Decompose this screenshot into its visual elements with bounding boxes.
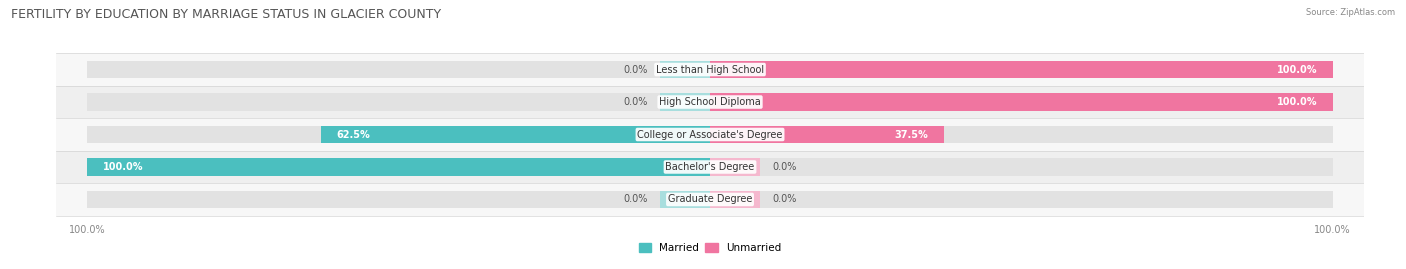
Bar — [56, 53, 1364, 86]
Bar — [710, 126, 943, 143]
Bar — [321, 126, 710, 143]
Text: 0.0%: 0.0% — [623, 97, 648, 107]
Text: Less than High School: Less than High School — [657, 65, 763, 75]
Bar — [87, 93, 1333, 111]
Bar — [87, 190, 1333, 208]
Text: 0.0%: 0.0% — [772, 162, 797, 172]
Bar — [661, 190, 710, 208]
Text: 100.0%: 100.0% — [1277, 65, 1317, 75]
Bar — [56, 183, 1364, 216]
Text: 62.5%: 62.5% — [336, 129, 370, 140]
Bar — [710, 61, 1333, 79]
Bar — [87, 158, 1333, 176]
Bar — [56, 86, 1364, 118]
Text: 0.0%: 0.0% — [623, 65, 648, 75]
Text: Graduate Degree: Graduate Degree — [668, 194, 752, 204]
Bar — [56, 151, 1364, 183]
Text: 0.0%: 0.0% — [623, 194, 648, 204]
Bar — [87, 158, 710, 176]
Text: 100.0%: 100.0% — [103, 162, 143, 172]
Text: College or Associate's Degree: College or Associate's Degree — [637, 129, 783, 140]
Text: Source: ZipAtlas.com: Source: ZipAtlas.com — [1306, 8, 1395, 17]
Text: 37.5%: 37.5% — [894, 129, 928, 140]
Bar — [710, 158, 759, 176]
Bar — [87, 126, 1333, 143]
Bar — [87, 61, 1333, 79]
Bar — [710, 93, 1333, 111]
Text: High School Diploma: High School Diploma — [659, 97, 761, 107]
Bar — [710, 190, 759, 208]
Bar — [661, 61, 710, 79]
Text: FERTILITY BY EDUCATION BY MARRIAGE STATUS IN GLACIER COUNTY: FERTILITY BY EDUCATION BY MARRIAGE STATU… — [11, 8, 441, 21]
Bar — [661, 93, 710, 111]
Bar — [56, 118, 1364, 151]
Text: 0.0%: 0.0% — [772, 194, 797, 204]
Text: Bachelor's Degree: Bachelor's Degree — [665, 162, 755, 172]
Legend: Married, Unmarried: Married, Unmarried — [638, 243, 782, 253]
Text: 100.0%: 100.0% — [1277, 97, 1317, 107]
